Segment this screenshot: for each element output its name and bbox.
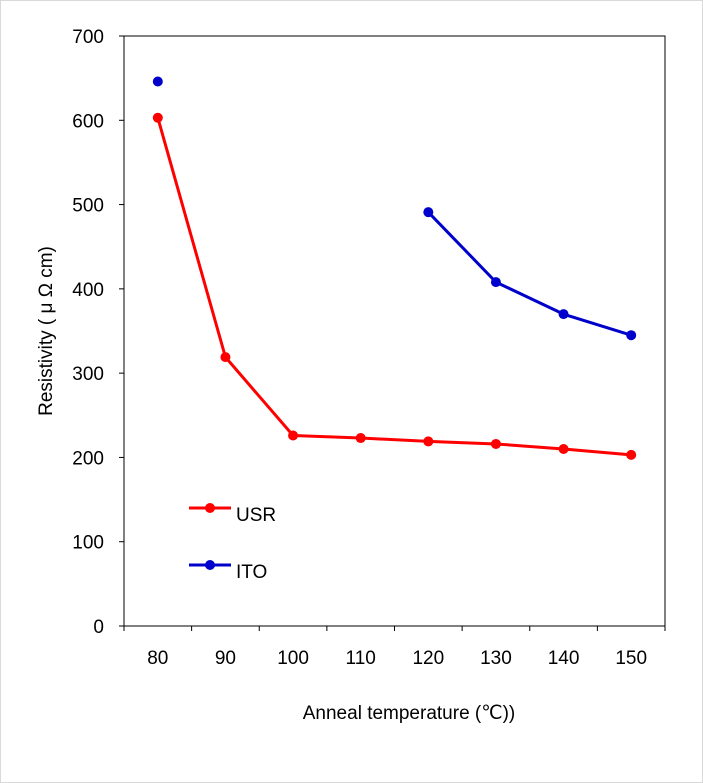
y-tick-label: 0 bbox=[93, 617, 104, 638]
usr-data-point bbox=[152, 112, 163, 123]
usr-data-point bbox=[288, 430, 299, 441]
y-tick-label: 500 bbox=[72, 196, 104, 217]
usr-series-line bbox=[156, 117, 632, 457]
y-tick-label: 400 bbox=[72, 280, 104, 301]
y-axis-title: Resistivity ( μ Ω cm) bbox=[36, 246, 57, 416]
x-axis: 80 90 100 110 120 130 140 150 bbox=[123, 626, 666, 669]
ito-legend-marker bbox=[205, 560, 215, 570]
usr-data-point bbox=[220, 352, 231, 363]
x-tick-label: 90 bbox=[215, 648, 236, 669]
x-tick-label: 140 bbox=[548, 648, 580, 669]
usr-data-point bbox=[355, 433, 366, 444]
x-axis-title: Anneal temperature (℃)) bbox=[303, 703, 515, 724]
legend: USR ITO bbox=[189, 503, 276, 583]
x-tick-label: 150 bbox=[615, 648, 647, 669]
usr-data-point bbox=[490, 438, 501, 449]
usr-data-point bbox=[423, 436, 434, 447]
ito-legend-label: ITO bbox=[236, 562, 267, 583]
plot-area bbox=[123, 35, 666, 627]
x-tick-label: 120 bbox=[412, 648, 444, 669]
ito-data-point bbox=[558, 309, 569, 320]
usr-legend-marker bbox=[205, 503, 215, 513]
y-tick-label: 700 bbox=[72, 27, 104, 48]
ito-data-point bbox=[626, 330, 637, 341]
usr-data-point bbox=[558, 444, 569, 454]
ito-data-point bbox=[490, 277, 501, 288]
y-tick-label: 600 bbox=[72, 111, 104, 132]
ito-series-line bbox=[427, 211, 632, 337]
x-tick-label: 100 bbox=[277, 648, 309, 669]
y-tick-label: 300 bbox=[72, 364, 104, 385]
usr-data-point bbox=[626, 449, 637, 460]
ito-data-point bbox=[152, 76, 163, 87]
x-tick-label: 130 bbox=[480, 648, 512, 669]
x-tick-label: 110 bbox=[346, 648, 376, 669]
y-tick-label: 200 bbox=[72, 448, 104, 469]
usr-legend-label: USR bbox=[236, 505, 276, 526]
ito-data-point bbox=[423, 207, 434, 218]
x-tick-label: 80 bbox=[147, 648, 168, 669]
y-axis: 0 100 200 300 400 500 600 700 bbox=[72, 27, 124, 638]
y-tick-label: 100 bbox=[72, 533, 104, 554]
series-layer bbox=[152, 76, 637, 460]
